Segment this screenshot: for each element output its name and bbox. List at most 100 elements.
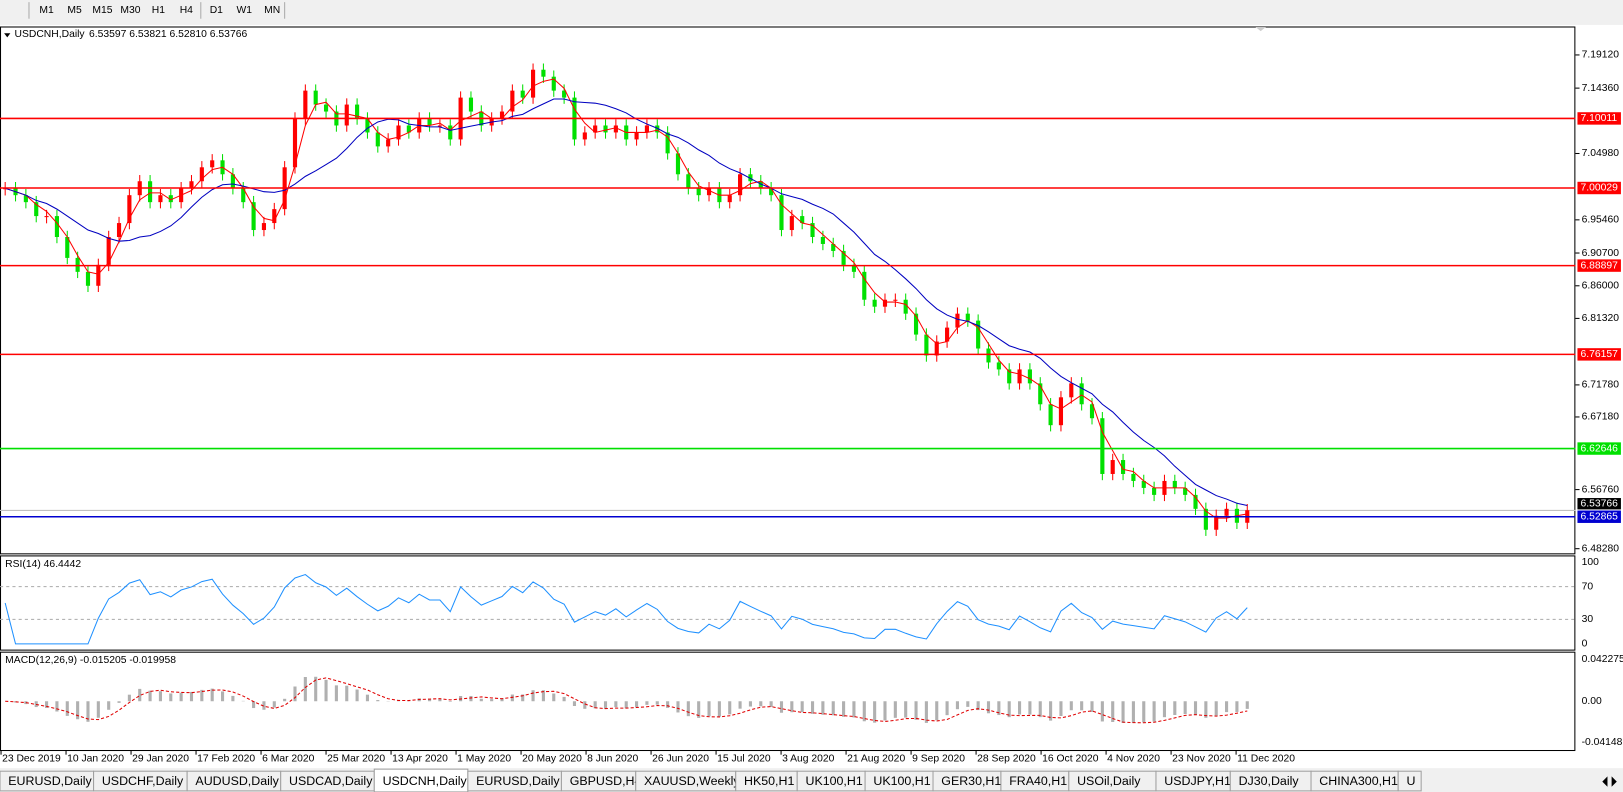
price-label: 6.53766 xyxy=(1581,498,1619,509)
menu-arrow[interactable] xyxy=(4,33,11,38)
candle xyxy=(924,334,929,356)
tab-scroll-arrow[interactable] xyxy=(1602,776,1617,787)
level-label: 7.00029 xyxy=(1581,183,1619,194)
candle xyxy=(323,104,329,112)
tab-label[interactable]: USDCNH,Daily xyxy=(383,774,468,788)
candle xyxy=(893,299,898,301)
candle xyxy=(738,174,743,196)
candle xyxy=(800,216,805,224)
tab-label[interactable]: GER30,H1 xyxy=(941,774,1001,788)
candle xyxy=(789,216,794,231)
timeframe-button[interactable]: H4 xyxy=(180,5,193,16)
candle xyxy=(437,125,442,127)
tab-label[interactable]: XAUUSD,Weekly xyxy=(644,774,740,788)
timeframe-button[interactable]: D1 xyxy=(210,5,223,16)
candle xyxy=(831,243,836,251)
tab-label[interactable]: UK100,H1 xyxy=(873,774,930,788)
candle xyxy=(530,69,536,98)
y-tick-label: 6.90700 xyxy=(1582,248,1620,259)
timeframe-button[interactable]: M1 xyxy=(39,5,54,16)
candle xyxy=(1100,418,1105,474)
timeframe-button[interactable]: W1 xyxy=(237,5,253,16)
candle xyxy=(810,223,815,237)
candle xyxy=(748,174,753,182)
candle xyxy=(1203,508,1208,530)
tab-label[interactable]: EURUSD,Daily xyxy=(8,774,92,788)
candle xyxy=(727,195,732,203)
candle xyxy=(261,223,267,231)
candle xyxy=(85,271,91,286)
candle xyxy=(292,118,298,168)
candle xyxy=(241,188,246,203)
macd-signal xyxy=(5,677,1248,724)
rsi-title: RSI(14) 46.4442 xyxy=(5,559,81,570)
timeframe-button[interactable]: H1 xyxy=(152,5,165,16)
tab-label[interactable]: USDJPY,H1 xyxy=(1164,774,1231,788)
candle xyxy=(23,195,28,203)
level-tag xyxy=(1577,348,1621,361)
tab-label[interactable]: HK50,H1 xyxy=(744,774,794,788)
tab-label[interactable]: EURUSD,Daily xyxy=(476,774,560,788)
candle xyxy=(189,181,194,189)
tab-label[interactable]: FRA40,H1 xyxy=(1009,774,1067,788)
level-tag xyxy=(1577,510,1621,523)
tab-label[interactable]: CHINA300,H1 xyxy=(1319,774,1398,788)
x-tick-label: 4 Nov 2020 xyxy=(1107,754,1160,765)
candle xyxy=(706,188,712,196)
candle xyxy=(965,313,970,321)
moving-average-line xyxy=(5,98,1248,506)
timeframe-button[interactable]: MN xyxy=(264,5,280,16)
candle xyxy=(996,362,1001,370)
tab-label[interactable]: USDCHF,Daily xyxy=(102,774,184,788)
candle xyxy=(1079,383,1084,405)
timeframe-button[interactable]: M15 xyxy=(92,5,112,16)
candle xyxy=(1152,487,1157,495)
level-label: 6.76157 xyxy=(1581,349,1619,360)
tab-label[interactable]: UK100,H1 xyxy=(805,774,862,788)
tab-label[interactable]: U xyxy=(1406,774,1415,788)
candle xyxy=(158,195,163,203)
y-tick-label: 0.00 xyxy=(1582,696,1602,707)
level-label: 6.88897 xyxy=(1581,260,1619,271)
x-tick-label: 28 Sep 2020 xyxy=(977,754,1036,765)
macd-title: MACD(12,26,9) -0.015205 -0.019958 xyxy=(5,655,176,666)
candle xyxy=(582,132,587,140)
tab-label[interactable]: USOil,Daily xyxy=(1077,774,1141,788)
x-tick-label: 21 Aug 2020 xyxy=(847,754,905,765)
candle xyxy=(1141,480,1146,488)
tab-label[interactable]: AUDUSD,Daily xyxy=(195,774,279,788)
candle xyxy=(675,153,681,175)
tab-label[interactable]: USDCAD,Daily xyxy=(289,774,373,788)
main-panel xyxy=(0,26,1576,555)
candle xyxy=(882,299,888,307)
candle xyxy=(1214,515,1219,530)
y-tick-label: 7.19120 xyxy=(1582,50,1620,61)
timeframe-button[interactable]: M30 xyxy=(120,5,140,16)
candle xyxy=(613,125,618,133)
candle xyxy=(976,320,981,349)
candle xyxy=(272,209,277,224)
candle xyxy=(541,69,546,77)
tab-label[interactable]: DJ30,Daily xyxy=(1239,774,1300,788)
y-tick-label: -0.04148 xyxy=(1582,737,1623,748)
candle xyxy=(303,90,308,119)
candle xyxy=(1224,508,1229,516)
x-tick-label: 10 Jan 2020 xyxy=(67,754,124,765)
level-label: 6.62646 xyxy=(1581,443,1619,454)
y-tick-label: 70 xyxy=(1582,581,1594,592)
candle xyxy=(779,195,784,231)
tab-label[interactable]: GBPUSD,H4 xyxy=(570,774,642,788)
candle xyxy=(168,195,173,203)
x-tick-label: 3 Aug 2020 xyxy=(782,754,835,765)
tab[interactable] xyxy=(1397,770,1422,792)
candle xyxy=(903,299,908,314)
candle xyxy=(468,97,474,112)
y-tick-label: 0 xyxy=(1582,639,1588,650)
x-tick-label: 8 Jun 2020 xyxy=(587,754,638,765)
candle xyxy=(820,236,825,244)
y-tick-label: 6.48280 xyxy=(1582,543,1620,554)
timeframe-button[interactable]: M5 xyxy=(67,5,82,16)
tab-scroll[interactable] xyxy=(1594,771,1623,791)
candle xyxy=(230,174,235,189)
x-tick-label: 29 Jan 2020 xyxy=(132,754,189,765)
